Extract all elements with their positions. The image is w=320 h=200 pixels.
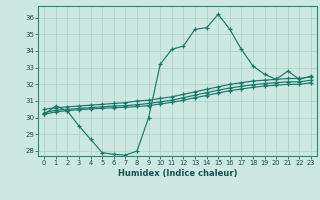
X-axis label: Humidex (Indice chaleur): Humidex (Indice chaleur) — [118, 169, 237, 178]
